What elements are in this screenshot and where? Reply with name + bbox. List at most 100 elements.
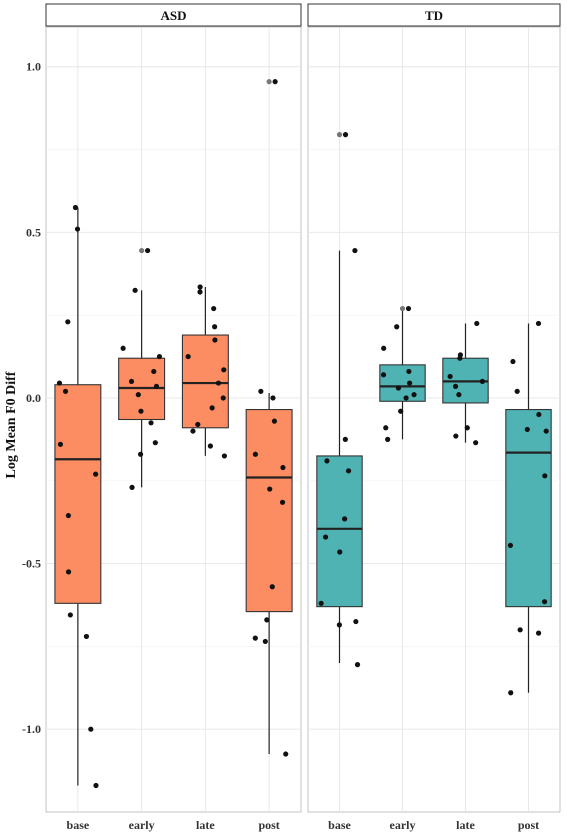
x-tick-label: early	[390, 818, 416, 832]
data-point	[128, 378, 135, 385]
data-point	[543, 428, 549, 434]
data-point	[65, 512, 71, 519]
data-point	[457, 355, 463, 361]
data-point	[280, 464, 286, 471]
data-point	[406, 368, 412, 375]
data-point	[132, 287, 138, 293]
x-tick-label: early	[129, 818, 155, 832]
box-iqr	[316, 455, 363, 608]
data-point	[352, 247, 358, 254]
data-point	[65, 319, 71, 325]
box-base	[54, 204, 102, 789]
data-point	[197, 289, 203, 295]
data-point	[221, 453, 228, 459]
outlier-point	[139, 247, 145, 254]
data-point	[337, 549, 343, 555]
box-early	[379, 305, 426, 442]
data-point	[129, 484, 135, 491]
data-point	[212, 324, 218, 330]
y-tick-label: 0.0	[26, 391, 41, 405]
data-point	[508, 690, 514, 696]
box-iqr	[245, 409, 293, 613]
box-base	[316, 132, 363, 668]
data-point	[453, 433, 459, 439]
box-iqr	[181, 334, 229, 429]
data-point	[342, 132, 349, 138]
data-point	[93, 471, 99, 477]
data-point	[452, 383, 459, 389]
outlier-point	[336, 132, 343, 138]
data-point	[403, 395, 409, 401]
panel-background	[307, 26, 561, 813]
box-iqr	[54, 384, 102, 604]
box-late	[181, 284, 229, 459]
data-point	[151, 368, 157, 375]
data-point	[394, 324, 400, 330]
x-tick-label: base	[67, 818, 90, 832]
data-point	[542, 473, 548, 479]
facet-strip	[307, 3, 561, 27]
data-point	[406, 380, 413, 386]
data-point	[524, 426, 530, 433]
data-point	[507, 542, 514, 548]
data-point	[271, 418, 278, 424]
data-point	[56, 380, 63, 386]
box-post	[245, 79, 293, 757]
data-point	[510, 358, 516, 365]
data-point	[279, 499, 286, 505]
box-iqr	[505, 409, 552, 608]
data-point	[535, 320, 542, 327]
data-point	[318, 600, 324, 606]
data-point	[342, 516, 348, 522]
data-point	[212, 337, 218, 343]
data-point	[342, 436, 348, 442]
data-point	[209, 405, 215, 411]
data-point	[473, 440, 479, 446]
facet-strip	[45, 3, 302, 27]
data-point	[74, 226, 81, 232]
y-tick-label: -1.0	[22, 722, 41, 736]
data-point	[221, 367, 227, 373]
data-point	[264, 617, 270, 623]
data-point	[345, 468, 352, 474]
data-point	[215, 380, 222, 386]
data-point	[270, 395, 276, 401]
data-point	[336, 622, 342, 628]
outlier-point	[266, 79, 272, 85]
data-point	[517, 627, 523, 633]
panel-asd: ASD base early late post	[45, 3, 302, 832]
data-point	[120, 345, 126, 351]
data-point	[62, 388, 69, 394]
data-point	[197, 284, 203, 290]
data-point	[67, 612, 73, 618]
data-point	[322, 534, 329, 540]
x-tick-label: late	[196, 818, 215, 832]
data-point	[272, 79, 278, 85]
y-tick-label: 1.0	[26, 60, 41, 74]
data-point	[464, 425, 470, 431]
data-point	[211, 305, 217, 312]
chart-root: 1.0 0.5 0.0 -0.5 -1.0 ASD base early late post TD b…	[22, 3, 561, 832]
data-point	[252, 635, 258, 641]
data-point	[381, 345, 387, 351]
data-point	[148, 420, 154, 426]
data-point	[353, 618, 359, 625]
data-point	[88, 726, 94, 732]
data-point	[541, 599, 548, 605]
x-tick-label: post	[518, 818, 539, 832]
outlier-point	[399, 305, 406, 312]
data-point	[354, 662, 361, 668]
data-point	[536, 411, 542, 418]
data-point	[474, 320, 480, 327]
x-tick-label: late	[456, 818, 475, 832]
data-point	[447, 373, 453, 380]
data-point	[283, 751, 289, 757]
data-point	[152, 440, 158, 446]
data-point	[380, 372, 387, 378]
data-point	[514, 388, 520, 394]
x-tick-label: post	[258, 818, 279, 832]
data-point	[398, 408, 404, 414]
y-tick-label: 0.5	[26, 225, 41, 239]
panel-td: TD base early late post	[307, 3, 561, 832]
box-iqr	[379, 364, 426, 402]
